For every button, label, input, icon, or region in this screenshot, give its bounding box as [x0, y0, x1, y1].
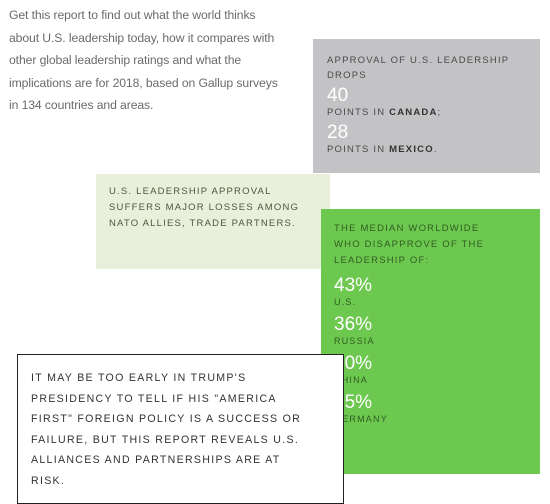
- text-line: FIRST" FOREIGN POLICY IS A SUCCESS OR: [31, 413, 302, 426]
- approval-drops-heading: APPROVAL OF U.S. LEADERSHIP DROPS: [327, 53, 530, 83]
- mexico-drop-value: 28: [327, 122, 349, 143]
- approval-drops-panel: APPROVAL OF U.S. LEADERSHIP DROPS 40 POI…: [313, 39, 540, 173]
- disapproval-percent: 30%: [334, 353, 373, 374]
- heading-line: LEADERSHIP OF:: [334, 255, 430, 266]
- text-line: RISK.: [31, 474, 66, 487]
- intro-line: other global leadership ratings and what…: [9, 53, 242, 67]
- country-name: MEXICO: [389, 144, 434, 155]
- disapproval-country: CHINA: [334, 375, 369, 385]
- text-line: ALLIANCES AND PARTNERSHIPS ARE AT: [31, 454, 281, 467]
- text-line: PRESIDENCY TO TELL IF HIS "AMERICA: [31, 392, 277, 405]
- disapproval-stat: 36% RUSSIA: [334, 315, 530, 347]
- text-line: IT MAY BE TOO EARLY IN TRUMP'S: [31, 372, 247, 384]
- trump-quote-panel: IT MAY BE TOO EARLY IN TRUMP'S PRESIDENC…: [17, 354, 344, 504]
- nato-losses-text: U.S. LEADERSHIP APPROVAL SUFFERS MAJOR L…: [109, 184, 320, 232]
- disapproval-panel: THE MEDIAN WORLDWIDE WHO DISAPPROVE OF T…: [321, 209, 540, 474]
- intro-paragraph: Get this report to find out what the wor…: [9, 4, 309, 117]
- disapproval-percent: 25%: [334, 392, 373, 413]
- disapproval-percent: 36%: [334, 314, 373, 335]
- intro-line: in 134 countries and areas.: [9, 98, 154, 112]
- canada-drop-value: 40: [327, 85, 349, 106]
- label-suffix: .: [433, 144, 438, 155]
- disapproval-stat: 30% CHINA: [334, 354, 530, 386]
- heading-line: DROPS: [327, 70, 367, 81]
- heading-line: THE MEDIAN WORLDWIDE: [334, 223, 480, 234]
- label-prefix: POINTS IN: [327, 107, 390, 118]
- canada-drop-label: POINTS IN CANADA;: [327, 105, 530, 120]
- heading-line: WHO DISAPPROVE OF THE: [334, 239, 485, 250]
- text-line: SUFFERS MAJOR LOSSES AMONG: [109, 202, 300, 213]
- intro-line: Get this report to find out what the wor…: [9, 8, 256, 22]
- mexico-drop-label: POINTS IN MEXICO.: [327, 142, 530, 157]
- text-line: U.S. LEADERSHIP APPROVAL: [109, 186, 272, 197]
- country-name: CANADA: [389, 107, 438, 118]
- label-suffix: ;: [437, 107, 442, 118]
- heading-line: APPROVAL OF U.S. LEADERSHIP: [327, 55, 510, 66]
- label-prefix: POINTS IN: [327, 144, 390, 155]
- disapproval-country: GERMANY: [334, 414, 388, 424]
- text-line: NATO ALLIES, TRADE PARTNERS.: [109, 218, 296, 229]
- text-line: FAILURE, BUT THIS REPORT REVEALS U.S.: [31, 433, 300, 446]
- disapproval-country: RUSSIA: [334, 336, 375, 346]
- intro-line: implications are for 2018, based on Gall…: [9, 75, 278, 90]
- disapproval-country: U.S.: [334, 297, 357, 307]
- nato-losses-panel: U.S. LEADERSHIP APPROVAL SUFFERS MAJOR L…: [96, 174, 330, 269]
- trump-quote-text: IT MAY BE TOO EARLY IN TRUMP'S PRESIDENC…: [31, 368, 329, 492]
- disapproval-percent: 43%: [334, 275, 373, 296]
- disapproval-stat: 43% U.S.: [334, 276, 530, 308]
- intro-line: about U.S. leadership today, how it comp…: [9, 30, 275, 45]
- disapproval-heading: THE MEDIAN WORLDWIDE WHO DISAPPROVE OF T…: [334, 221, 530, 269]
- disapproval-stat: 25% GERMANY: [334, 393, 530, 425]
